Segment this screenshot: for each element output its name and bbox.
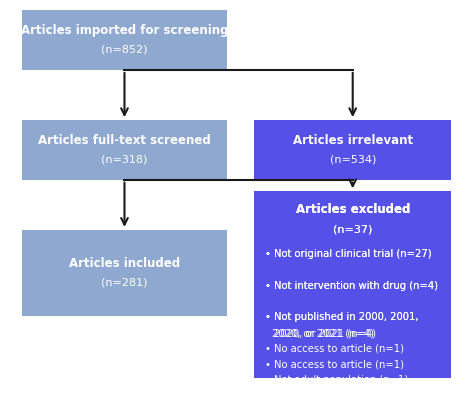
Text: Articles full-text screened: Articles full-text screened bbox=[38, 134, 211, 147]
Text: • Not original clinical trial (n=27): • Not original clinical trial (n=27) bbox=[265, 249, 432, 259]
Text: 2020, or 2021 (n=4): 2020, or 2021 (n=4) bbox=[274, 328, 376, 338]
Text: • No access to article (n=1): • No access to article (n=1) bbox=[265, 344, 404, 354]
Text: (n=37): (n=37) bbox=[333, 225, 373, 235]
FancyBboxPatch shape bbox=[21, 10, 228, 70]
Text: • Not adult population (n=1): • Not adult population (n=1) bbox=[265, 392, 409, 400]
Text: • Not intervention with drug (n=4): • Not intervention with drug (n=4) bbox=[265, 280, 438, 290]
FancyBboxPatch shape bbox=[254, 120, 451, 180]
FancyBboxPatch shape bbox=[21, 120, 228, 180]
Text: (n=534): (n=534) bbox=[329, 154, 376, 164]
Text: • Not published in 2000, 2001,: • Not published in 2000, 2001, bbox=[265, 312, 419, 322]
Text: (n=852): (n=852) bbox=[101, 45, 148, 55]
FancyBboxPatch shape bbox=[254, 191, 451, 378]
Text: • Not intervention with drug (n=4): • Not intervention with drug (n=4) bbox=[265, 280, 438, 290]
Text: Articles excluded: Articles excluded bbox=[295, 203, 410, 216]
Text: • Not published in 2000, 2001,: • Not published in 2000, 2001, bbox=[265, 312, 419, 322]
Text: Articles excluded: Articles excluded bbox=[295, 203, 410, 216]
Text: (n=281): (n=281) bbox=[101, 278, 148, 288]
Text: Articles included: Articles included bbox=[69, 257, 180, 270]
Text: • Not original clinical trial (n=27): • Not original clinical trial (n=27) bbox=[265, 249, 432, 259]
Text: • No access to article (n=1): • No access to article (n=1) bbox=[265, 360, 404, 370]
FancyBboxPatch shape bbox=[21, 230, 228, 316]
Text: Articles irrelevant: Articles irrelevant bbox=[292, 134, 413, 147]
Text: 2020, or 2021 (n=4): 2020, or 2021 (n=4) bbox=[272, 328, 374, 338]
FancyBboxPatch shape bbox=[254, 191, 451, 378]
Text: Articles imported for screening: Articles imported for screening bbox=[21, 24, 228, 37]
Text: (n=318): (n=318) bbox=[101, 154, 148, 164]
Text: • Not adult population (n=1): • Not adult population (n=1) bbox=[265, 375, 409, 385]
Text: (n=37): (n=37) bbox=[333, 225, 373, 235]
